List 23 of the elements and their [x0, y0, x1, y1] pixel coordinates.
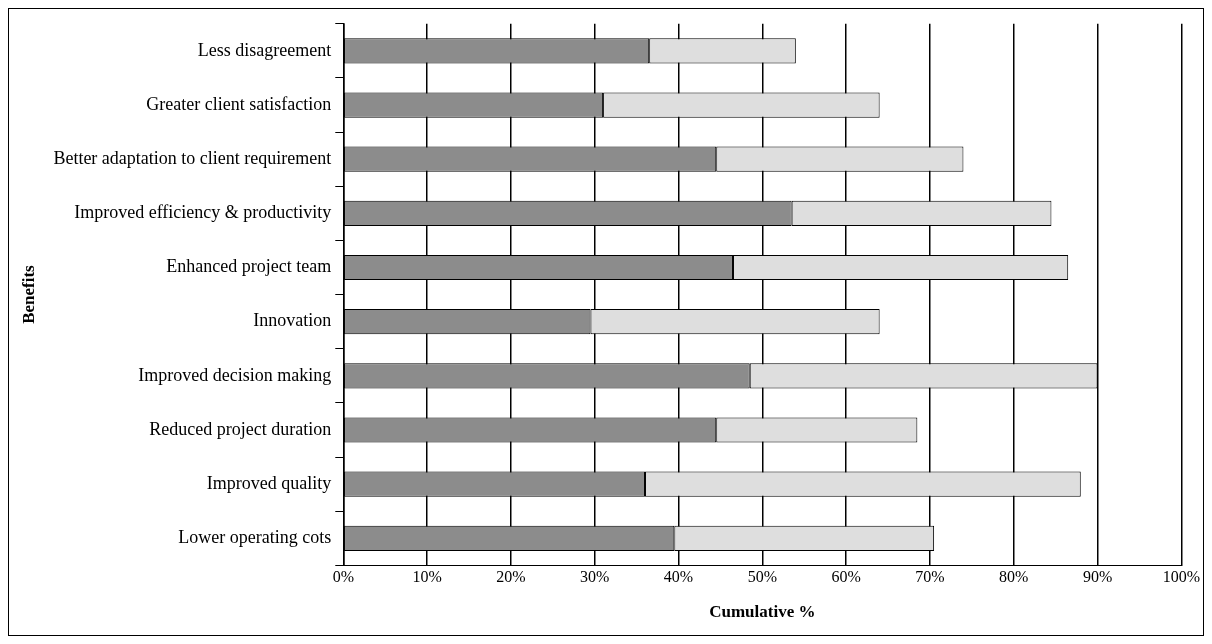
x-tick-label: 20% [496, 568, 526, 586]
x-axis-title: Cumulative % [709, 602, 816, 622]
x-tick-label: 30% [580, 568, 610, 586]
x-tick-label: 10% [412, 568, 442, 586]
y-tick-label: Improved efficiency & productivity [74, 202, 332, 223]
x-tick-label: 0% [332, 568, 354, 586]
y-tick-label: Improved decision making [138, 364, 332, 385]
x-tick-label: 90% [1082, 568, 1113, 586]
x-tick-label: 40% [663, 568, 694, 586]
y-tick-label: Greater client satisfaction [146, 93, 332, 114]
x-tick-label: 70% [915, 568, 945, 586]
y-tick-label: Lower operating cots [178, 527, 332, 548]
y-tick-label: Reduced project duration [149, 418, 332, 439]
y-tick-label: Innovation [253, 310, 332, 331]
y-tick-label: Enhanced project team [166, 256, 332, 277]
y-axis-title: Benefits [18, 264, 38, 324]
y-tick-label: Improved quality [206, 472, 332, 493]
y-tick-label: Better adaptation to client requirement [53, 147, 332, 168]
x-tick-label: 50% [747, 568, 777, 586]
x-tick-label: 100% [1162, 568, 1200, 586]
x-tick-label: 80% [999, 568, 1029, 586]
y-tick-label: Less disagreement [197, 39, 332, 60]
x-tick-label: 60% [831, 568, 861, 586]
